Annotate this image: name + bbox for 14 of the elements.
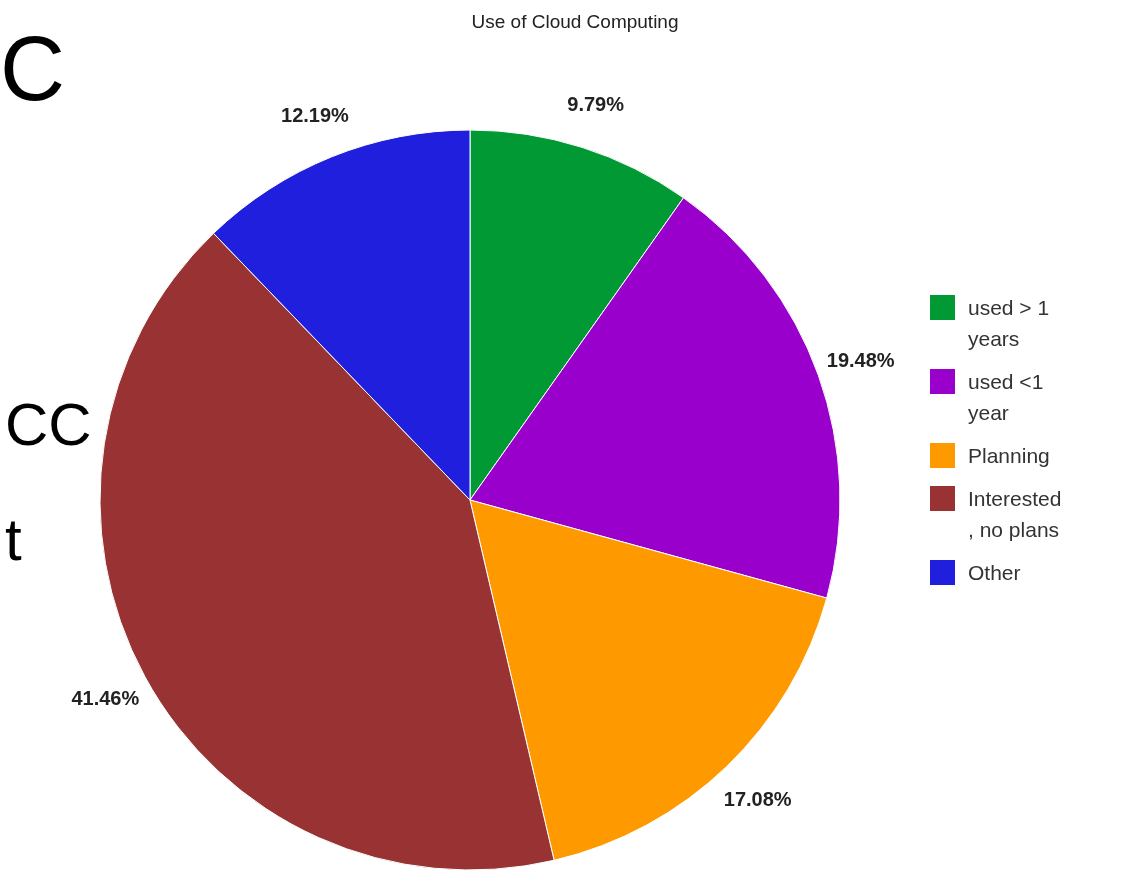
data-label: 12.19% [281,104,350,127]
data-label: 17.08% [723,788,792,811]
data-label: 41.46% [71,687,140,710]
legend-label: used > 1 years [968,296,1050,350]
chart-title: Use of Cloud Computing [471,11,679,32]
legend-label: Planning [968,444,1050,467]
data-label: 9.79% [567,93,625,116]
text: t [5,506,22,573]
data-label: 19.48% [826,349,895,372]
legend-label: Interested , no plans [968,487,1062,541]
legend-label: used <1 year [968,370,1044,424]
text: CC [5,391,92,458]
text: C [0,19,65,119]
legend-label: Other [968,561,1021,584]
